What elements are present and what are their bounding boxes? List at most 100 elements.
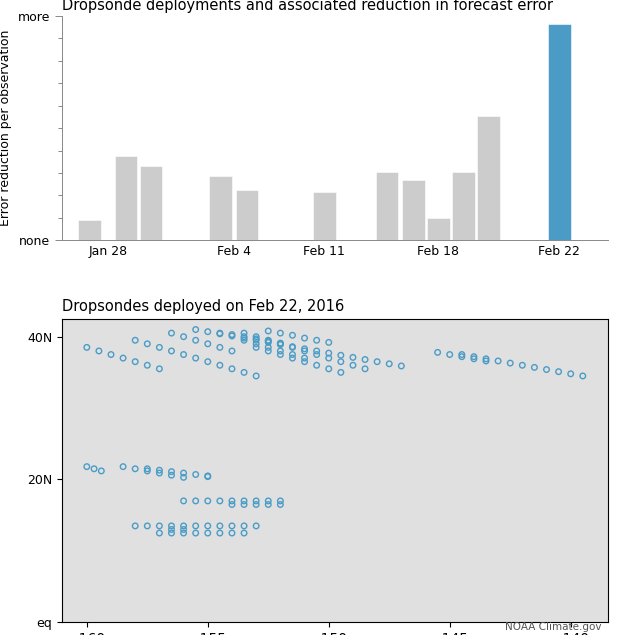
Point <box>457 352 467 362</box>
Point <box>348 352 358 363</box>
Point <box>493 356 503 366</box>
Point <box>469 352 479 362</box>
Bar <box>477 116 500 240</box>
Text: Dropsondes deployed on Feb 22, 2016: Dropsondes deployed on Feb 22, 2016 <box>62 299 344 314</box>
Point <box>239 499 249 509</box>
Point <box>191 528 201 538</box>
Point <box>227 496 237 506</box>
Point <box>360 354 370 364</box>
Point <box>215 528 225 538</box>
Point <box>251 496 261 506</box>
Point <box>288 342 298 352</box>
Point <box>481 354 491 364</box>
Point <box>565 369 575 379</box>
Point <box>130 357 140 367</box>
Point <box>299 357 309 367</box>
Point <box>239 335 249 345</box>
Bar <box>78 220 100 240</box>
Point <box>433 347 443 358</box>
Point <box>251 521 261 531</box>
Point <box>239 333 249 343</box>
Point <box>143 464 153 474</box>
Point <box>203 521 213 531</box>
Point <box>505 358 515 368</box>
Point <box>541 364 551 375</box>
Point <box>239 496 249 506</box>
Point <box>227 528 237 538</box>
Point <box>299 346 309 356</box>
Point <box>203 338 213 349</box>
Point <box>264 346 273 356</box>
Point <box>227 346 237 356</box>
Point <box>191 469 201 479</box>
Point <box>239 328 249 338</box>
Point <box>554 366 564 377</box>
Point <box>239 528 249 538</box>
Point <box>130 335 140 345</box>
Point <box>94 346 104 356</box>
Bar <box>427 218 450 240</box>
Point <box>203 528 213 538</box>
Point <box>578 371 588 381</box>
Point <box>264 342 273 352</box>
Point <box>143 521 153 531</box>
Point <box>469 354 479 364</box>
Point <box>312 349 322 359</box>
Point <box>239 331 249 342</box>
Point <box>275 349 285 359</box>
Point <box>275 340 285 350</box>
Point <box>264 336 273 346</box>
Point <box>288 342 298 352</box>
Point <box>312 346 322 356</box>
Point <box>203 326 213 337</box>
Point <box>167 528 177 538</box>
Point <box>457 349 467 359</box>
Point <box>154 468 164 478</box>
Point <box>275 328 285 338</box>
Point <box>529 363 539 373</box>
Bar <box>209 176 231 240</box>
Point <box>264 326 273 336</box>
Point <box>275 338 285 348</box>
Point <box>215 521 225 531</box>
Point <box>445 349 454 359</box>
Point <box>215 328 225 338</box>
Point <box>324 348 334 358</box>
Point <box>251 334 261 344</box>
Point <box>264 496 273 506</box>
Point <box>324 364 334 374</box>
Point <box>167 467 177 477</box>
Point <box>251 499 261 509</box>
Point <box>167 328 177 338</box>
Text: NOAA Climate.gov: NOAA Climate.gov <box>505 622 601 632</box>
Point <box>288 330 298 340</box>
Point <box>275 496 285 506</box>
Point <box>179 528 188 538</box>
Point <box>275 338 285 349</box>
Point <box>336 367 346 377</box>
Point <box>251 371 261 381</box>
Point <box>82 342 92 352</box>
Point <box>227 330 237 340</box>
Point <box>191 324 201 335</box>
Point <box>215 329 225 339</box>
Point <box>336 350 346 360</box>
Point <box>227 364 237 374</box>
Point <box>517 360 527 370</box>
Point <box>191 335 201 345</box>
Point <box>154 364 164 374</box>
Bar <box>452 172 475 240</box>
Point <box>167 525 177 535</box>
Point <box>288 353 298 363</box>
Point <box>130 521 140 531</box>
Point <box>118 462 128 472</box>
Point <box>215 496 225 506</box>
Point <box>89 464 99 474</box>
Point <box>264 499 273 509</box>
Point <box>203 357 213 367</box>
Point <box>143 360 153 370</box>
Point <box>203 471 213 481</box>
Point <box>324 353 334 363</box>
Point <box>179 521 188 531</box>
Point <box>251 342 261 352</box>
